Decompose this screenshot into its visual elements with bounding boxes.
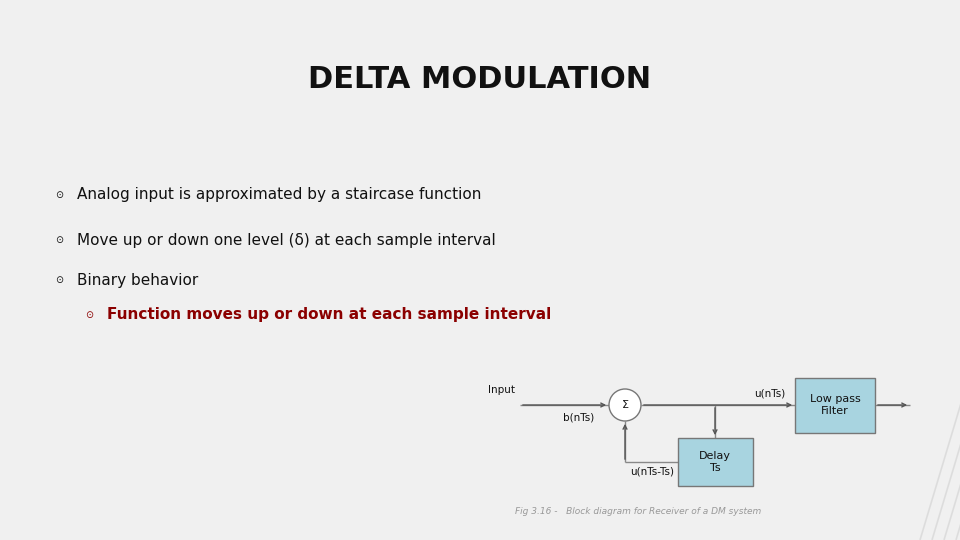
Circle shape [609, 389, 641, 421]
Text: u(nTs-Ts): u(nTs-Ts) [630, 467, 674, 477]
Text: ⊙: ⊙ [55, 235, 63, 245]
Text: Function moves up or down at each sample interval: Function moves up or down at each sample… [107, 307, 551, 322]
Text: Low pass
Filter: Low pass Filter [809, 394, 860, 416]
Text: Input: Input [488, 385, 515, 395]
FancyBboxPatch shape [795, 377, 875, 433]
Text: ⊙: ⊙ [85, 310, 93, 320]
Text: u(nTs): u(nTs) [754, 389, 785, 399]
Text: ⊙: ⊙ [55, 190, 63, 200]
Text: Analog input is approximated by a staircase function: Analog input is approximated by a stairc… [77, 187, 481, 202]
FancyBboxPatch shape [678, 438, 753, 486]
Text: Fig 3.16 -   Block diagram for Receiver of a DM system: Fig 3.16 - Block diagram for Receiver of… [515, 508, 761, 516]
Text: Delay
Ts: Delay Ts [699, 451, 731, 473]
Text: b(nTs): b(nTs) [564, 413, 594, 423]
Text: Binary behavior: Binary behavior [77, 273, 199, 287]
Text: Σ: Σ [621, 400, 629, 410]
Text: ⊙: ⊙ [55, 275, 63, 285]
Text: DELTA MODULATION: DELTA MODULATION [308, 65, 652, 94]
Text: Move up or down one level (δ) at each sample interval: Move up or down one level (δ) at each sa… [77, 233, 495, 247]
